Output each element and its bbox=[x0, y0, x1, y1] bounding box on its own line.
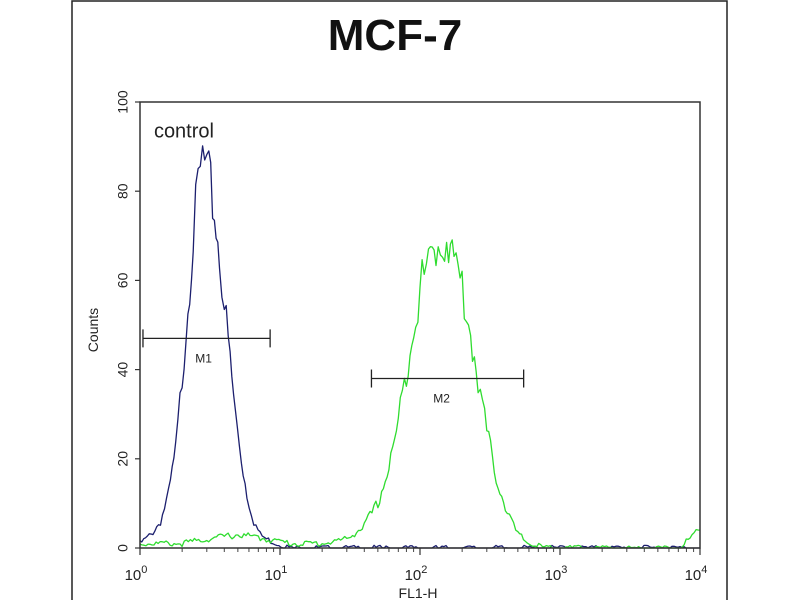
y-tick-label: 20 bbox=[115, 451, 131, 467]
marker-label: M1 bbox=[195, 351, 212, 365]
y-tick-label: 80 bbox=[115, 183, 131, 199]
marker-label: M2 bbox=[433, 392, 450, 406]
outer-frame bbox=[71, 0, 728, 600]
series-line-series-2 bbox=[139, 239, 701, 549]
y-tick-label: 100 bbox=[115, 90, 131, 114]
x-axis-label: FL1-H bbox=[399, 585, 438, 600]
y-tick-label: 60 bbox=[115, 272, 131, 288]
y-tick-label: 0 bbox=[115, 544, 131, 552]
annotation-label: control bbox=[154, 121, 214, 143]
plot-frame bbox=[139, 101, 701, 549]
chart-title: MCF-7 bbox=[328, 11, 462, 60]
y-axis-label: Counts bbox=[85, 308, 101, 352]
y-tick-label: 40 bbox=[115, 362, 131, 378]
